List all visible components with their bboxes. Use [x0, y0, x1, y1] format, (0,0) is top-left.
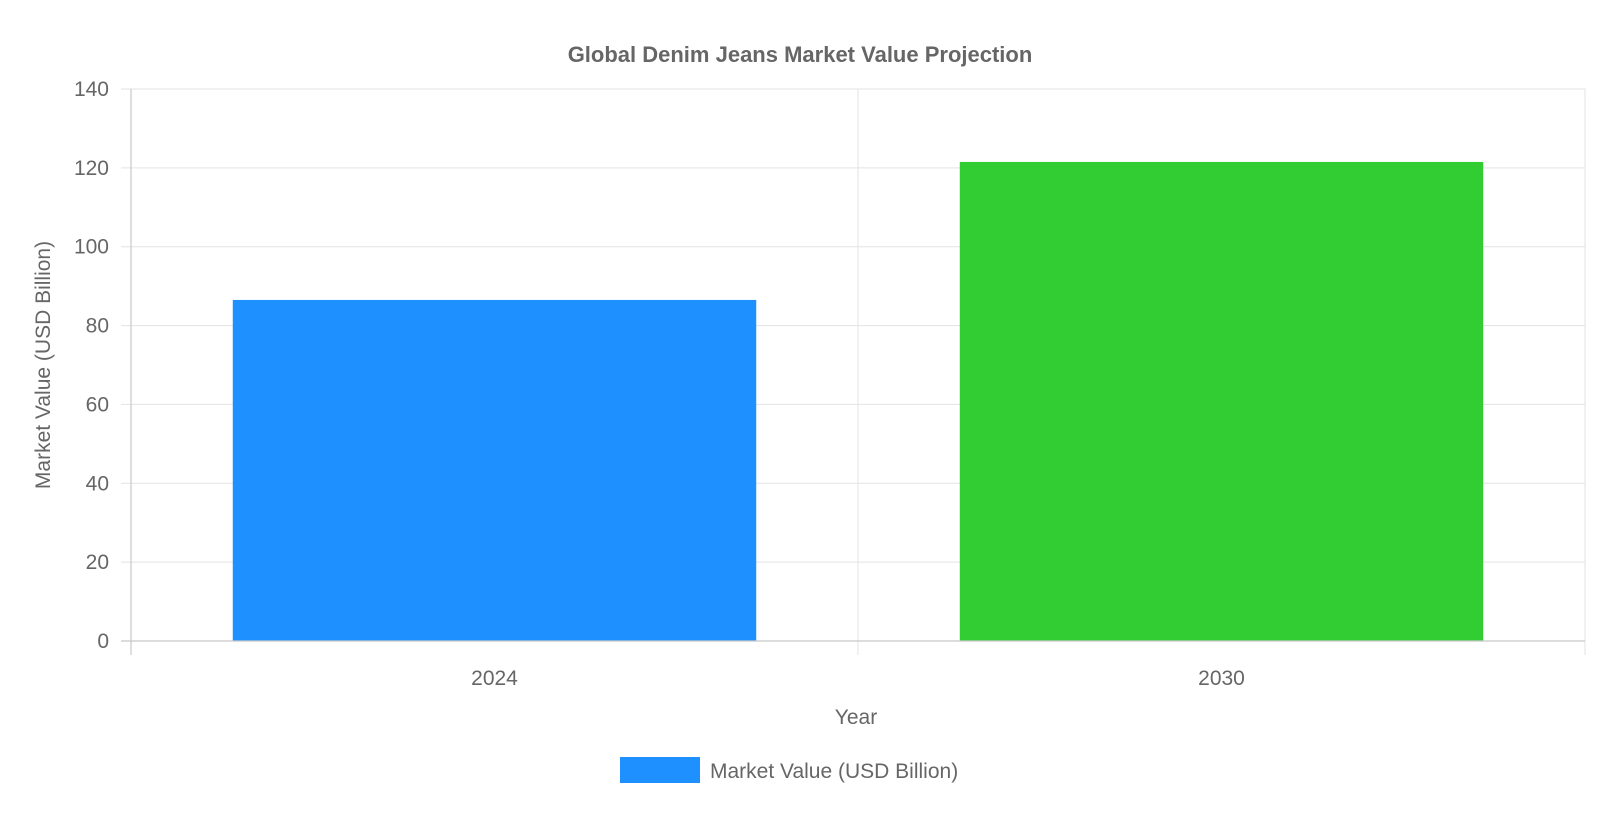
legend-swatch [620, 757, 700, 783]
y-tick-label: 60 [86, 393, 109, 416]
x-tick-label: 2024 [471, 667, 518, 690]
y-tick-label: 40 [86, 472, 109, 495]
legend[interactable]: Market Value (USD Billion) [620, 757, 958, 783]
x-axis-ticks: 2024 2030 [471, 667, 1245, 690]
bar-2024[interactable] [232, 299, 757, 641]
x-axis-label: Year [835, 706, 877, 729]
y-axis-ticks: 0 20 40 60 80 100 120 140 [74, 78, 109, 653]
y-tick-label: 80 [86, 315, 109, 338]
y-tick-label: 0 [97, 630, 109, 653]
y-axis-label: Market Value (USD Billion) [32, 241, 55, 489]
x-tick-label: 2030 [1198, 667, 1245, 690]
y-tick-label: 140 [74, 78, 109, 101]
legend-label: Market Value (USD Billion) [710, 760, 958, 783]
y-tick-label: 120 [74, 157, 109, 180]
bar-2030[interactable] [959, 161, 1484, 641]
y-tick-label: 100 [74, 236, 109, 259]
bars [232, 161, 1484, 641]
y-tick-label: 20 [86, 551, 109, 574]
axes [121, 89, 1585, 655]
chart-title: Global Denim Jeans Market Value Projecti… [568, 42, 1033, 67]
